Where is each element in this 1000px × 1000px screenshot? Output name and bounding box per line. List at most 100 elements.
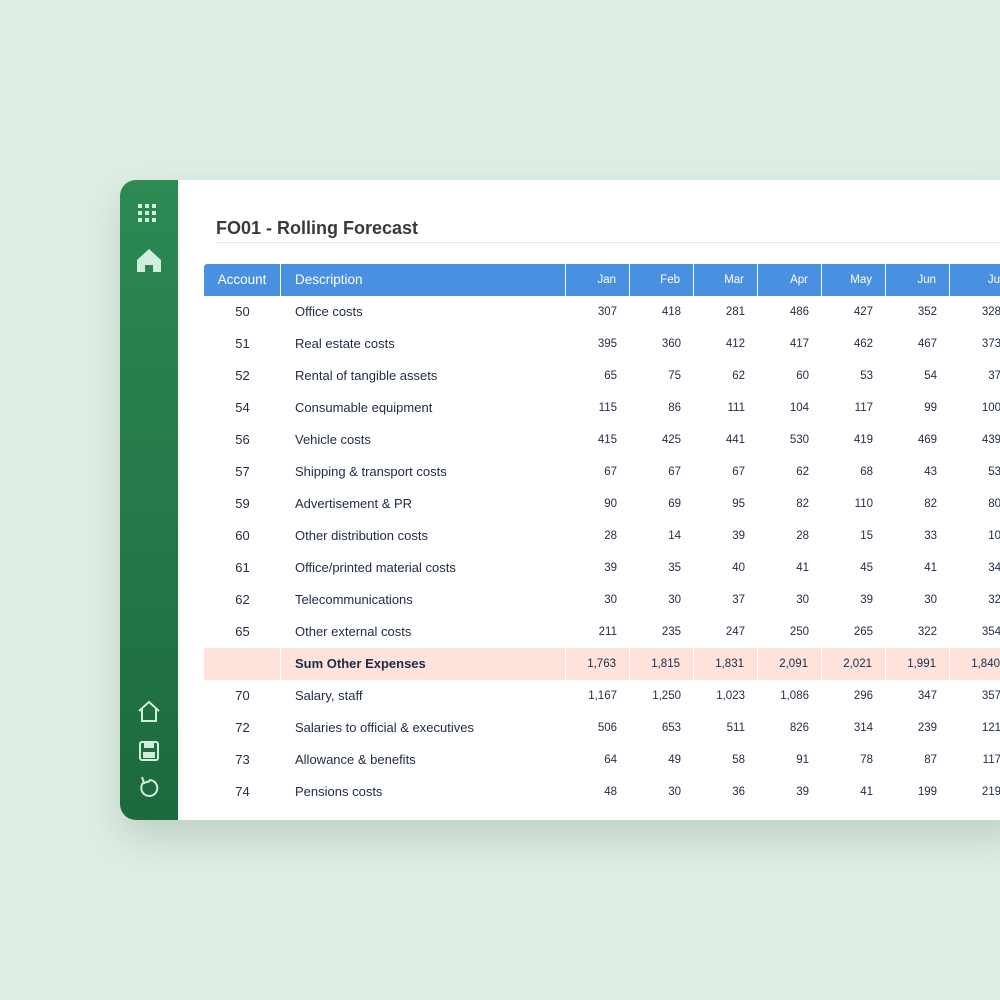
value-cell: 314 bbox=[853, 722, 873, 734]
value-cell: 281 bbox=[725, 306, 745, 318]
value-cell: 117 bbox=[982, 754, 1000, 766]
value-cell: 1,763 bbox=[566, 648, 630, 680]
value-cell: 441 bbox=[725, 434, 745, 446]
column-header: Jun bbox=[886, 264, 950, 296]
home-icon[interactable] bbox=[138, 700, 160, 722]
value-cell: 62 bbox=[732, 370, 745, 382]
value-cell: 30 bbox=[604, 594, 617, 606]
page-title: FO01 - Rolling Forecast bbox=[216, 218, 419, 238]
account-cell: 60 bbox=[235, 528, 250, 543]
value-cell: 30 bbox=[668, 786, 681, 798]
account-cell bbox=[204, 648, 281, 680]
value-cell: 33 bbox=[924, 530, 937, 542]
column-header: May bbox=[822, 264, 886, 296]
value-cell: 75 bbox=[668, 370, 681, 382]
value-cell: 1,023 bbox=[716, 690, 745, 702]
value-cell: 86 bbox=[668, 402, 681, 414]
value-cell: 1,815 bbox=[630, 648, 694, 680]
value-cell: 425 bbox=[661, 434, 681, 446]
value-cell: 10 bbox=[988, 530, 1000, 542]
value-cell: 111 bbox=[727, 402, 745, 414]
value-cell: 99 bbox=[924, 402, 937, 414]
value-cell: 352 bbox=[917, 306, 937, 318]
description-cell: Real estate costs bbox=[295, 336, 395, 351]
value-cell: 1,167 bbox=[588, 690, 617, 702]
account-cell: 57 bbox=[235, 464, 250, 479]
description-cell: Other distribution costs bbox=[295, 528, 428, 543]
account-cell: 51 bbox=[235, 336, 250, 351]
value-cell: 90 bbox=[604, 498, 617, 510]
account-cell: 50 bbox=[235, 304, 250, 319]
value-cell: 41 bbox=[924, 562, 937, 574]
value-cell: 250 bbox=[789, 626, 809, 638]
value-cell: 247 bbox=[725, 626, 745, 638]
value-cell: 486 bbox=[789, 306, 809, 318]
account-cell: 52 bbox=[235, 368, 250, 383]
value-cell: 104 bbox=[789, 402, 809, 414]
account-cell: 62 bbox=[235, 592, 250, 607]
value-cell: 30 bbox=[668, 594, 681, 606]
home-filled-icon[interactable] bbox=[137, 249, 161, 272]
description-cell: Allowance & benefits bbox=[295, 752, 416, 767]
description-cell: Consumable equipment bbox=[295, 400, 433, 415]
account-cell: 59 bbox=[235, 496, 250, 511]
value-cell: 14 bbox=[668, 530, 681, 542]
save-icon[interactable] bbox=[139, 741, 159, 761]
value-cell: 82 bbox=[924, 498, 937, 510]
value-cell: 417 bbox=[789, 338, 809, 350]
value-cell: 53 bbox=[860, 370, 873, 382]
account-cell: 56 bbox=[235, 432, 250, 447]
title-rule bbox=[216, 242, 1000, 243]
value-cell: 110 bbox=[854, 498, 873, 510]
value-cell: 39 bbox=[604, 562, 617, 574]
value-cell: 35 bbox=[668, 562, 681, 574]
sidebar-icons bbox=[137, 204, 161, 797]
column-header: Apr bbox=[758, 264, 822, 296]
description-cell: Vehicle costs bbox=[295, 432, 371, 447]
value-cell: 67 bbox=[604, 466, 617, 478]
description-cell: Office costs bbox=[295, 304, 363, 319]
description-cell: Salary, staff bbox=[295, 688, 363, 703]
value-cell: 322 bbox=[917, 626, 937, 638]
value-cell: 30 bbox=[924, 594, 937, 606]
app-window: FO01 - Rolling Forecast Account Descripti… bbox=[120, 180, 1000, 820]
value-cell: 41 bbox=[860, 786, 873, 798]
value-cell: 418 bbox=[661, 306, 681, 318]
value-cell: 87 bbox=[924, 754, 937, 766]
value-cell: 211 bbox=[598, 626, 617, 638]
value-cell: 100 bbox=[981, 402, 1000, 414]
value-cell: 54 bbox=[924, 370, 937, 382]
value-cell: 239 bbox=[917, 722, 937, 734]
value-cell: 419 bbox=[853, 434, 873, 446]
value-cell: 95 bbox=[732, 498, 745, 510]
value-cell: 80 bbox=[988, 498, 1000, 510]
value-cell: 1,250 bbox=[652, 690, 681, 702]
description-cell: Salaries to official & executives bbox=[295, 720, 474, 735]
description-cell: Telecommunications bbox=[295, 592, 413, 607]
value-cell: 415 bbox=[597, 434, 617, 446]
value-cell: 82 bbox=[796, 498, 809, 510]
value-cell: 37 bbox=[988, 370, 1000, 382]
value-cell: 60 bbox=[796, 370, 809, 382]
value-cell: 265 bbox=[853, 626, 873, 638]
value-cell: 462 bbox=[853, 338, 873, 350]
value-cell: 1,991 bbox=[886, 648, 950, 680]
account-cell: 70 bbox=[235, 688, 250, 703]
value-cell: 41 bbox=[796, 562, 809, 574]
value-cell: 36 bbox=[732, 786, 745, 798]
value-cell: 117 bbox=[854, 402, 873, 414]
refresh-icon[interactable] bbox=[140, 778, 159, 797]
value-cell: 40 bbox=[732, 562, 745, 574]
value-cell: 65 bbox=[604, 370, 617, 382]
value-cell: 68 bbox=[860, 466, 873, 478]
value-cell: 347 bbox=[917, 690, 937, 702]
column-header: Account bbox=[204, 264, 281, 296]
value-cell: 328 bbox=[981, 306, 1000, 318]
account-cell: 73 bbox=[235, 752, 250, 767]
column-header: Feb bbox=[630, 264, 694, 296]
description-cell: Pensions costs bbox=[295, 784, 383, 799]
value-cell: 58 bbox=[732, 754, 745, 766]
value-cell: 357 bbox=[981, 690, 1000, 702]
apps-icon[interactable] bbox=[138, 204, 156, 222]
value-cell: 296 bbox=[853, 690, 873, 702]
